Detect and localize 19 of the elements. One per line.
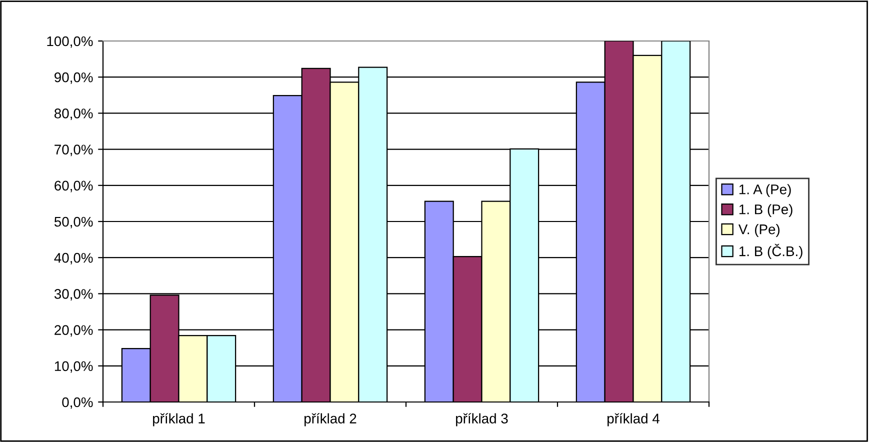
- y-tick-label: 20,0%: [54, 325, 93, 337]
- x-tick-label: příklad 4: [608, 413, 660, 426]
- x-tick-label: příklad 3: [456, 413, 508, 426]
- y-tick-label: 70,0%: [54, 144, 93, 156]
- y-tick-label: 10,0%: [54, 361, 93, 373]
- legend-label: 1. B (Č.B.): [739, 244, 802, 259]
- y-tick-label: 40,0%: [54, 252, 93, 264]
- y-tick-label: 90,0%: [54, 72, 93, 84]
- y-tick-label: 100,0%: [47, 36, 93, 48]
- y-tick-label: 0,0%: [62, 397, 93, 409]
- y-tick-label: 60,0%: [54, 180, 93, 192]
- y-tick-label: 50,0%: [54, 216, 93, 228]
- legend-label: V. (Pe): [738, 224, 780, 237]
- x-tick-label: příklad 1: [153, 413, 205, 426]
- y-tick-label: 30,0%: [54, 289, 93, 301]
- legend-label: 1. A (Pe): [739, 184, 791, 198]
- legend-label: 1. B (Pe): [739, 204, 792, 218]
- x-tick-label: příklad 2: [304, 413, 356, 426]
- y-tick-label: 80,0%: [54, 108, 93, 120]
